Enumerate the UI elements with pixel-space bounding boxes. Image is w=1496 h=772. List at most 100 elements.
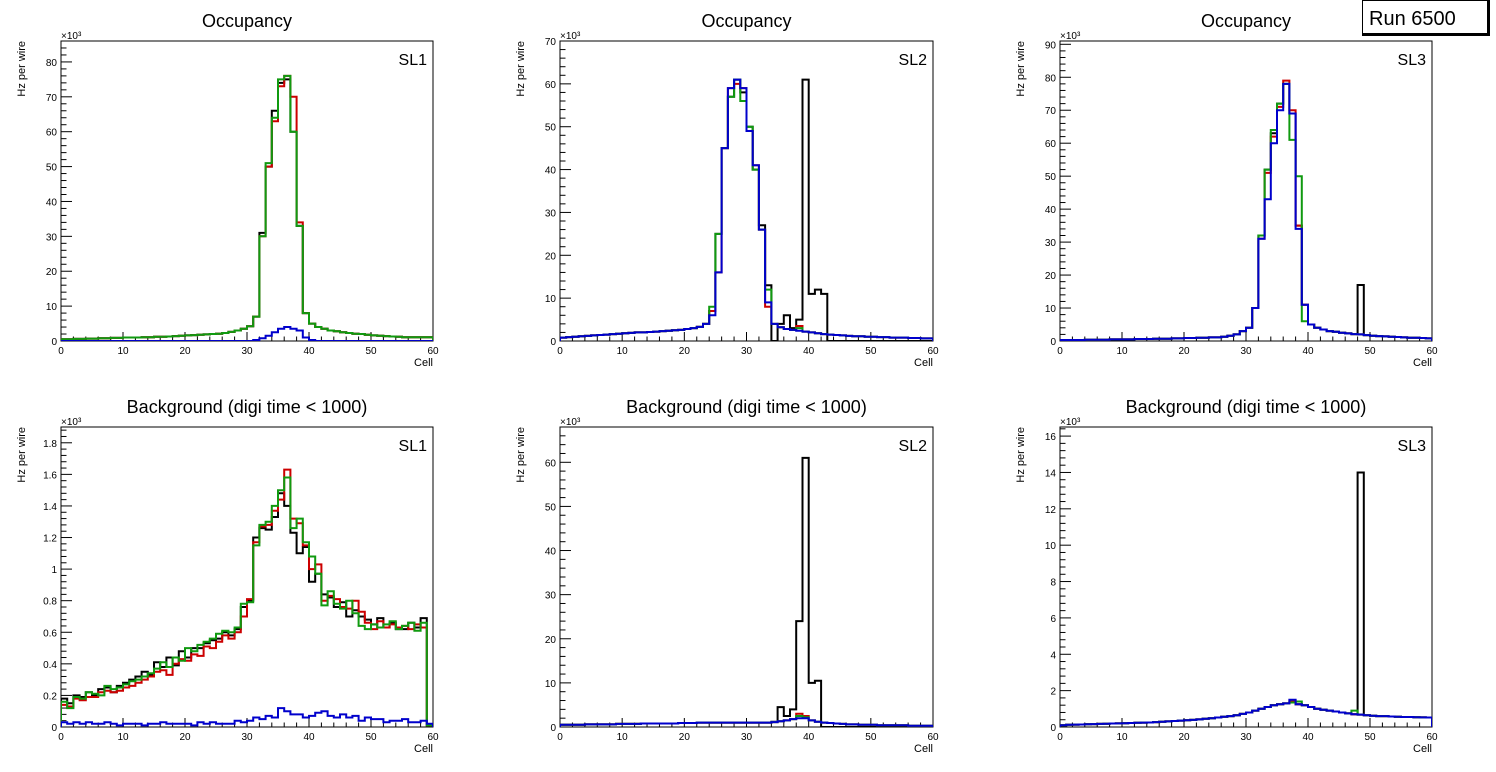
y-tick-label: 2 [1050,687,1056,698]
plot-frame [1059,40,1433,342]
x-tick-label: 60 [1426,732,1438,743]
superlayer-label: SL1 [399,438,428,455]
x-tick-label: 60 [1426,346,1438,357]
x-tick-label: 10 [1116,732,1128,743]
histogram-red [61,74,433,341]
plot-frame [559,426,934,728]
y-tick-label: 60 [1045,139,1057,150]
x-tick-label: 40 [803,732,815,743]
histogram-black [1060,471,1432,727]
x-axis-label: Cell [914,743,933,755]
y-tick-label: 10 [46,302,58,313]
y-tick-label: 80 [46,58,58,69]
y-tick-label: 0.8 [43,597,57,608]
y-exponent-label: ×10³ [61,31,82,42]
x-tick-label: 50 [365,732,377,743]
y-tick-label: 0 [550,337,556,348]
x-axis-label: Cell [914,357,933,369]
y-tick-label: 10 [1045,541,1057,552]
chart-title: Background (digi time < 1000) [127,397,368,417]
x-tick-label: 20 [179,732,191,743]
y-tick-label: 30 [46,232,58,243]
y-axis-label: Hz per wire [1015,41,1027,97]
run-label: Run 6500 [1362,0,1490,36]
y-tick-label: 0 [1050,337,1056,348]
x-tick-label: 10 [1116,346,1128,357]
superlayer-label: SL3 [1398,52,1427,69]
x-axis-label: Cell [414,357,433,369]
histogram-blue [560,717,933,727]
x-tick-label: 30 [1240,346,1252,357]
y-tick-label: 40 [545,547,557,558]
y-tick-label: 80 [1045,73,1057,84]
superlayer-label: SL2 [899,438,928,455]
x-tick-label: 40 [303,732,315,743]
y-tick-label: 20 [46,267,58,278]
y-tick-label: 0.6 [43,628,57,639]
x-tick-label: 40 [1302,346,1314,357]
x-tick-label: 60 [427,732,439,743]
y-tick-label: 40 [545,166,557,177]
superlayer-label: SL3 [1398,438,1427,455]
y-tick-label: 60 [46,128,58,139]
x-axis-label: Cell [414,743,433,755]
y-tick-label: 60 [545,458,557,469]
y-tick-label: 20 [545,251,557,262]
histogram-green [61,476,433,727]
x-tick-label: 20 [1178,732,1190,743]
x-tick-label: 20 [679,732,691,743]
histogram-blue [1060,698,1432,727]
y-tick-label: 90 [1045,40,1057,51]
y-tick-label: 50 [545,502,557,513]
y-tick-label: 8 [1050,578,1056,589]
x-axis-label: Cell [1413,743,1432,755]
x-tick-label: 20 [1178,346,1190,357]
y-exponent-label: ×10³ [1060,417,1081,428]
y-exponent-label: ×10³ [560,31,581,42]
x-tick-label: 30 [241,346,253,357]
plot-frame [60,40,434,342]
y-tick-label: 1.4 [43,502,57,513]
y-tick-label: 70 [545,37,557,48]
y-tick-label: 10 [545,294,557,305]
histogram-green [1060,82,1432,341]
y-tick-label: 16 [1045,432,1057,443]
x-tick-label: 40 [1302,732,1314,743]
y-tick-label: 60 [545,80,557,91]
x-tick-label: 30 [1240,732,1252,743]
y-tick-label: 0 [51,723,57,734]
y-tick-label: 0 [1050,723,1056,734]
y-tick-label: 14 [1045,468,1057,479]
x-tick-label: 60 [927,346,939,357]
histogram-blue [1060,82,1432,341]
x-tick-label: 50 [865,346,877,357]
y-tick-label: 70 [46,93,58,104]
y-tick-label: 6 [1050,614,1056,625]
superlayer-label: SL1 [399,52,428,69]
x-tick-label: 60 [427,346,439,357]
y-axis-label: Hz per wire [1015,427,1027,483]
y-exponent-label: ×10³ [61,417,82,428]
x-tick-label: 50 [1364,732,1376,743]
histogram-blue [560,78,933,341]
y-tick-label: 50 [46,163,58,174]
histogram-blue [61,326,433,341]
y-tick-label: 1.6 [43,470,57,481]
y-tick-label: 1.2 [43,534,57,545]
histogram-black [61,78,433,341]
y-tick-label: 10 [545,679,557,690]
chart-title: Occupancy [701,11,791,31]
x-tick-label: 30 [241,732,253,743]
y-tick-label: 0 [51,337,57,348]
x-tick-label: 0 [1057,346,1063,357]
x-tick-label: 10 [117,346,129,357]
x-tick-label: 50 [1364,346,1376,357]
y-tick-label: 50 [1045,172,1057,183]
y-tick-label: 0 [550,723,556,734]
chart-title: Background (digi time < 1000) [626,397,867,417]
y-tick-label: 20 [545,635,557,646]
histogram-blue [61,707,433,727]
